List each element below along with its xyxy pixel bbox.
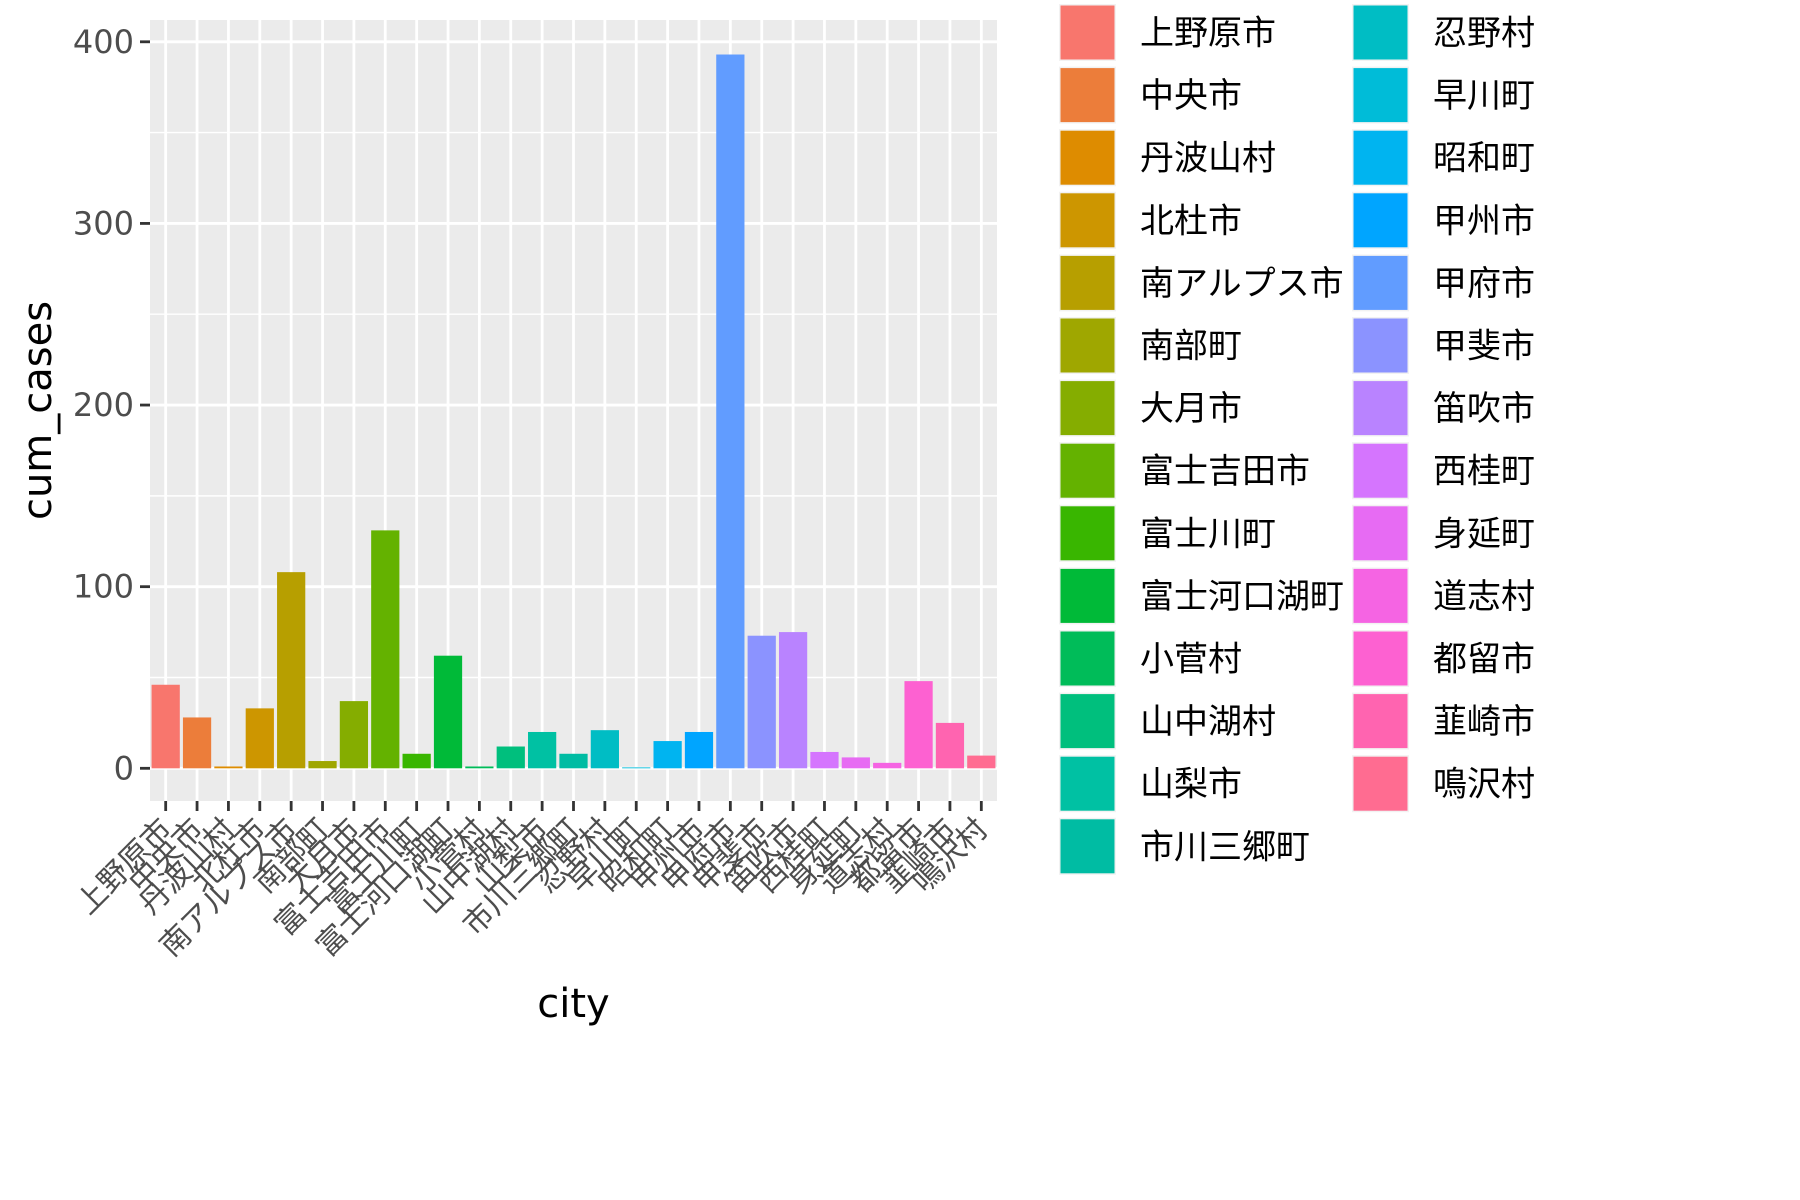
y-tick-label: 400 — [73, 23, 134, 61]
bars-group — [151, 54, 996, 769]
bar — [528, 731, 557, 769]
legend-key — [1353, 756, 1408, 811]
legend-key — [1060, 130, 1115, 185]
bar — [904, 681, 933, 769]
bar — [433, 655, 463, 769]
legend-key — [1060, 819, 1115, 874]
legend-label: 甲州市 — [1433, 201, 1535, 241]
legend-label: 韮崎市 — [1433, 702, 1535, 742]
bar — [810, 751, 839, 769]
bar — [559, 753, 588, 769]
legend-label: 早川町 — [1433, 76, 1535, 116]
bar — [684, 731, 714, 769]
bar — [496, 746, 525, 769]
bar — [841, 757, 870, 769]
bar — [653, 741, 682, 769]
bar — [967, 755, 996, 769]
legend-label: 富士河口湖町 — [1140, 577, 1344, 617]
legend-key — [1353, 5, 1408, 60]
legend: 上野原市中央市丹波山村北杜市南アルプス市南部町大月市富士吉田市富士川町富士河口湖… — [1059, 4, 1535, 875]
legend-label: 上野原市 — [1140, 14, 1276, 54]
legend-label: 富士川町 — [1140, 514, 1276, 554]
bar — [716, 54, 745, 769]
y-tick-label: 0 — [114, 749, 134, 787]
x-axis: 上野原市中央市丹波山村北杜市南アルプス市南部町大月市富士吉田市富士川町富士河口湖… — [70, 801, 995, 964]
legend-label: 道志村 — [1433, 577, 1535, 617]
bar — [402, 753, 431, 769]
legend-label: 富士吉田市 — [1140, 452, 1310, 492]
legend-key — [1353, 443, 1408, 498]
legend-key — [1353, 255, 1408, 310]
legend-label: 鳴沢村 — [1433, 765, 1535, 805]
legend-label: 小菅村 — [1140, 640, 1242, 680]
legend-label: 市川三郷町 — [1140, 827, 1310, 867]
legend-key — [1060, 443, 1115, 498]
legend-key — [1353, 694, 1408, 749]
bar — [151, 684, 180, 769]
legend-key — [1060, 631, 1115, 686]
legend-label: 大月市 — [1140, 389, 1242, 429]
legend-key — [1353, 568, 1408, 623]
major-gridlines — [150, 20, 997, 801]
legend-label: 忍野村 — [1433, 14, 1535, 54]
bar — [747, 635, 776, 769]
legend-key — [1060, 506, 1115, 561]
bar — [590, 730, 619, 769]
legend-key — [1353, 631, 1408, 686]
y-tick-label: 100 — [73, 568, 134, 606]
bar — [371, 530, 400, 769]
legend-key — [1060, 318, 1115, 373]
legend-key — [1060, 381, 1115, 436]
bar — [214, 766, 243, 769]
y-tick-label: 200 — [73, 386, 134, 424]
bar — [873, 762, 902, 769]
legend-label: 山中湖村 — [1140, 702, 1276, 742]
bar — [622, 767, 651, 769]
legend-key — [1060, 756, 1115, 811]
bar — [778, 632, 808, 769]
y-axis-title: cum_cases — [15, 301, 61, 520]
x-axis-title: city — [537, 981, 609, 1027]
legend-label: 都留市 — [1433, 640, 1535, 680]
legend-key — [1353, 318, 1408, 373]
bar — [465, 766, 494, 769]
legend-label: 丹波山村 — [1140, 139, 1276, 179]
bar — [935, 722, 965, 769]
legend-label: 甲斐市 — [1433, 327, 1535, 367]
legend-key — [1353, 381, 1408, 436]
legend-label: 中央市 — [1140, 76, 1242, 116]
legend-key — [1060, 568, 1115, 623]
legend-key — [1353, 130, 1408, 185]
legend-key — [1353, 68, 1408, 123]
bar — [245, 708, 274, 769]
legend-label: 昭和町 — [1433, 139, 1535, 179]
legend-key — [1060, 68, 1115, 123]
legend-key — [1060, 5, 1115, 60]
y-tick-label: 300 — [73, 204, 134, 242]
legend-label: 南アルプス市 — [1140, 264, 1344, 304]
legend-label: 甲府市 — [1433, 264, 1535, 304]
bar — [308, 761, 337, 769]
bar — [277, 572, 306, 769]
bar — [182, 717, 212, 769]
legend-label: 北杜市 — [1140, 201, 1242, 241]
bar — [339, 701, 369, 769]
legend-label: 笛吹市 — [1433, 389, 1535, 429]
legend-key — [1060, 193, 1115, 248]
legend-key — [1353, 193, 1408, 248]
legend-label: 南部町 — [1140, 327, 1242, 367]
legend-label: 身延町 — [1433, 514, 1535, 554]
legend-key — [1353, 506, 1408, 561]
legend-label: 西桂町 — [1433, 452, 1535, 492]
legend-key — [1060, 255, 1115, 310]
legend-key — [1060, 694, 1115, 749]
legend-label: 山梨市 — [1140, 765, 1242, 805]
y-axis: 0 100 200 300 400 — [73, 23, 150, 787]
